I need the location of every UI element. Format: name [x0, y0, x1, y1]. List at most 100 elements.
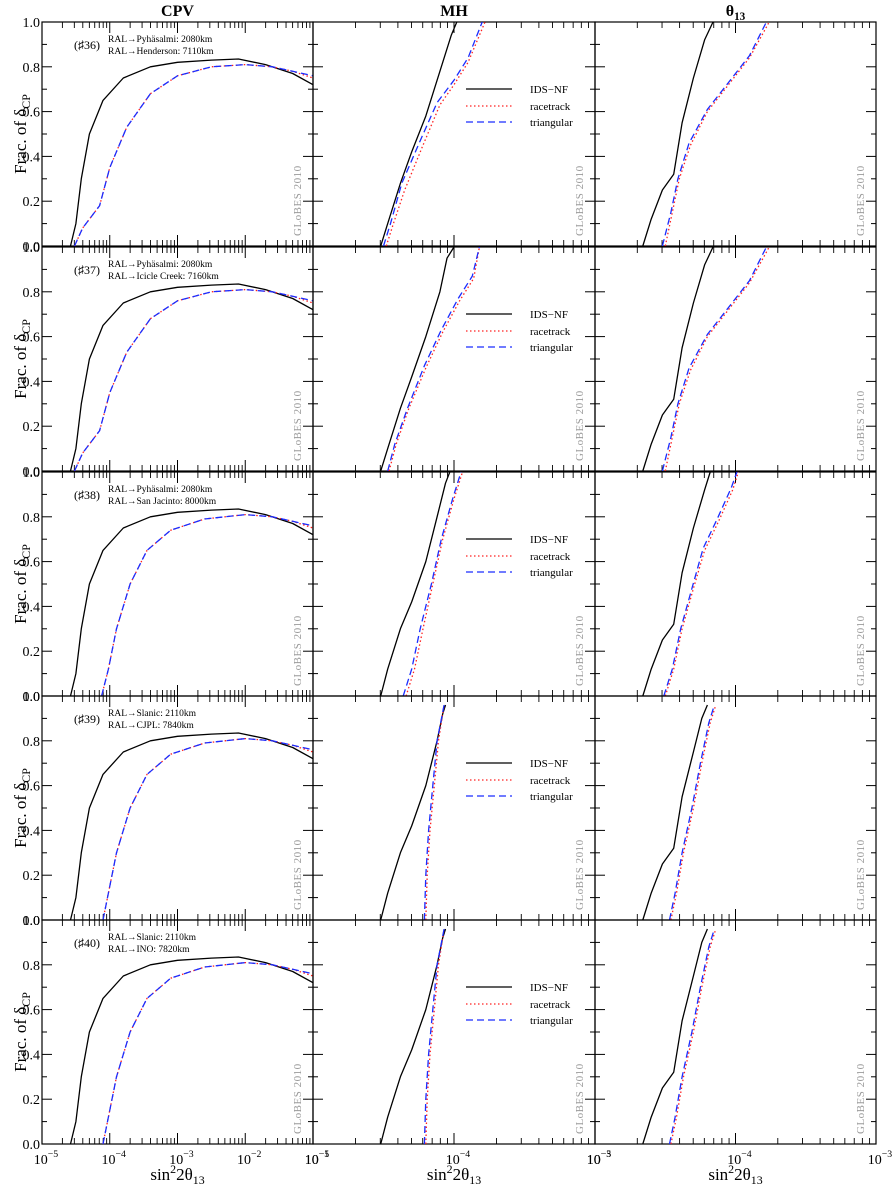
y-tick-label: 0.8 — [23, 61, 41, 76]
y-tick-label: 0.6 — [23, 556, 41, 571]
series-line-triangular — [423, 704, 445, 921]
legend-label-triangular: triangular — [530, 567, 573, 579]
legend-label-triangular: triangular — [530, 791, 573, 803]
series-line-ids-nf — [69, 58, 314, 247]
watermark-text: GLoBES 2010 — [574, 615, 586, 686]
series-line-racetrack — [388, 246, 481, 472]
baseline-2-label: RAL→Henderson: 7110km — [108, 47, 214, 57]
series-line-triangular — [402, 471, 462, 697]
y-tick-label: 0.6 — [23, 1004, 41, 1019]
legend: IDS−NF racetrack triangular — [466, 309, 573, 354]
series-line-racetrack — [425, 928, 445, 1145]
x-tick-label: 10−3 — [169, 1149, 194, 1168]
panel-CPV-row-1: GLoBES 2010 (♯36) RAL→Pyhäsalmi: 2080km RAL… — [41, 21, 314, 247]
y-axis-label: Frac. of δCP — [11, 992, 33, 1072]
legend: IDS−NF racetrack triangular — [466, 534, 573, 579]
y-axis-label: Frac. of δCP — [11, 94, 33, 174]
series-line-ids-nf — [380, 246, 455, 472]
y-tick-label: 0.0 — [23, 240, 41, 255]
panel-row-4: Frac. of δCP 0.0 0.2 0.4 0.6 0.8 1.0 GLoBES 201… — [11, 690, 877, 929]
series-line-triangular — [661, 21, 767, 247]
series-line-racetrack — [670, 928, 717, 1145]
y-tick-label: 0.0 — [23, 914, 41, 929]
y-tick-label: 0.2 — [23, 645, 41, 660]
series-line-triangular — [663, 471, 738, 697]
y-tick-label: 0.0 — [23, 690, 41, 705]
series-line-racetrack — [670, 704, 717, 921]
y-tick-label: 1.0 — [23, 690, 41, 705]
baseline-2-label: RAL→CJPL: 7840km — [108, 721, 194, 731]
panel-CPV-row-2: GLoBES 2010 (♯37) RAL→Pyhäsalmi: 2080km RAL… — [41, 246, 314, 472]
y-axis-label: Frac. of δCP — [11, 768, 33, 848]
watermark-text: GLoBES 2010 — [292, 1063, 304, 1134]
series-line-triangular — [668, 928, 716, 1145]
x-tick-label: 10−4 — [102, 1149, 127, 1168]
panel-MH-row-1: GLoBES 2010 IDS−NF racetrack triangular — [312, 21, 596, 247]
y-tick-label: 0.6 — [23, 106, 41, 121]
watermark-text: GLoBES 2010 — [574, 165, 586, 236]
panel-CPV-row-3: GLoBES 2010 (♯38) RAL→Pyhäsalmi: 2080km RAL… — [41, 471, 314, 697]
case-number-label: (♯36) — [74, 38, 100, 52]
legend-label-triangular: triangular — [530, 1015, 573, 1027]
y-tick-label: 0.4 — [23, 824, 41, 839]
watermark-text: GLoBES 2010 — [855, 390, 867, 461]
x-tick-label: 10−1 — [305, 1149, 330, 1168]
baseline-1-label: RAL→Pyhäsalmi: 2080km — [108, 260, 213, 270]
series-line-triangular — [73, 63, 314, 247]
x-tick-label: 10−4 — [727, 1149, 752, 1168]
column-title-CPV: CPV — [161, 3, 194, 20]
watermark-text: GLoBES 2010 — [292, 839, 304, 910]
x-tick-label: 10−4 — [446, 1149, 471, 1168]
baseline-2-label: RAL→San Jacinto: 8000km — [108, 497, 217, 507]
legend-label-racetrack: racetrack — [530, 999, 571, 1011]
x-tick-label: 10−5 — [34, 1149, 59, 1168]
series-line-triangular — [661, 246, 767, 472]
y-tick-label: 1.0 — [23, 466, 41, 481]
legend: IDS−NF racetrack triangular — [466, 758, 573, 803]
y-tick-label: 1.0 — [23, 914, 41, 929]
series-line-racetrack — [100, 513, 314, 697]
legend-label-racetrack: racetrack — [530, 775, 571, 787]
x-tick-label: 10−3 — [868, 1149, 893, 1168]
watermark-text: GLoBES 2010 — [292, 615, 304, 686]
y-tick-label: 0.6 — [23, 780, 41, 795]
legend: IDS−NF racetrack triangular — [466, 982, 573, 1027]
y-axis-label: Frac. of δCP — [11, 544, 33, 624]
series-line-ids-nf — [69, 956, 314, 1145]
x-tick-label: 10−5 — [305, 1149, 330, 1168]
legend-label-ids-nf: IDS−NF — [530, 758, 568, 770]
y-tick-label: 1.0 — [23, 241, 41, 256]
watermark-text: GLoBES 2010 — [574, 1063, 586, 1134]
series-line-ids-nf — [380, 928, 447, 1145]
series-line-ids-nf — [380, 21, 458, 247]
y-tick-label: 0.8 — [23, 735, 41, 750]
baseline-2-label: RAL→Icicle Creek: 7160km — [108, 272, 219, 282]
series-line-ids-nf — [642, 471, 711, 697]
plot-frame — [312, 471, 596, 697]
y-tick-label: 0.2 — [23, 869, 41, 884]
panel-MH-row-3: GLoBES 2010 IDS−NF racetrack triangular — [312, 471, 596, 697]
baseline-2-label: RAL→INO: 7820km — [108, 945, 190, 955]
plot-frame — [594, 695, 877, 921]
x-axis-label: sin22θ13 — [427, 1162, 481, 1187]
legend-label-racetrack: racetrack — [530, 101, 571, 113]
legend-label-ids-nf: IDS−NF — [530, 982, 568, 994]
y-tick-label: 0.0 — [23, 465, 41, 480]
plot-frame — [594, 919, 877, 1145]
case-number-label: (♯40) — [74, 936, 100, 950]
series-line-triangular — [668, 704, 716, 921]
case-number-label: (♯39) — [74, 712, 100, 726]
series-line-triangular — [100, 513, 314, 697]
legend-label-ids-nf: IDS−NF — [530, 309, 568, 321]
y-tick-label: 0.6 — [23, 331, 41, 346]
legend-label-racetrack: racetrack — [530, 326, 571, 338]
watermark-text: GLoBES 2010 — [855, 165, 867, 236]
legend-label-ids-nf: IDS−NF — [530, 84, 568, 96]
plot-frame — [312, 21, 596, 247]
series-line-racetrack — [405, 471, 464, 697]
case-number-label: (♯37) — [74, 263, 100, 277]
y-tick-label: 0.4 — [23, 1048, 41, 1063]
